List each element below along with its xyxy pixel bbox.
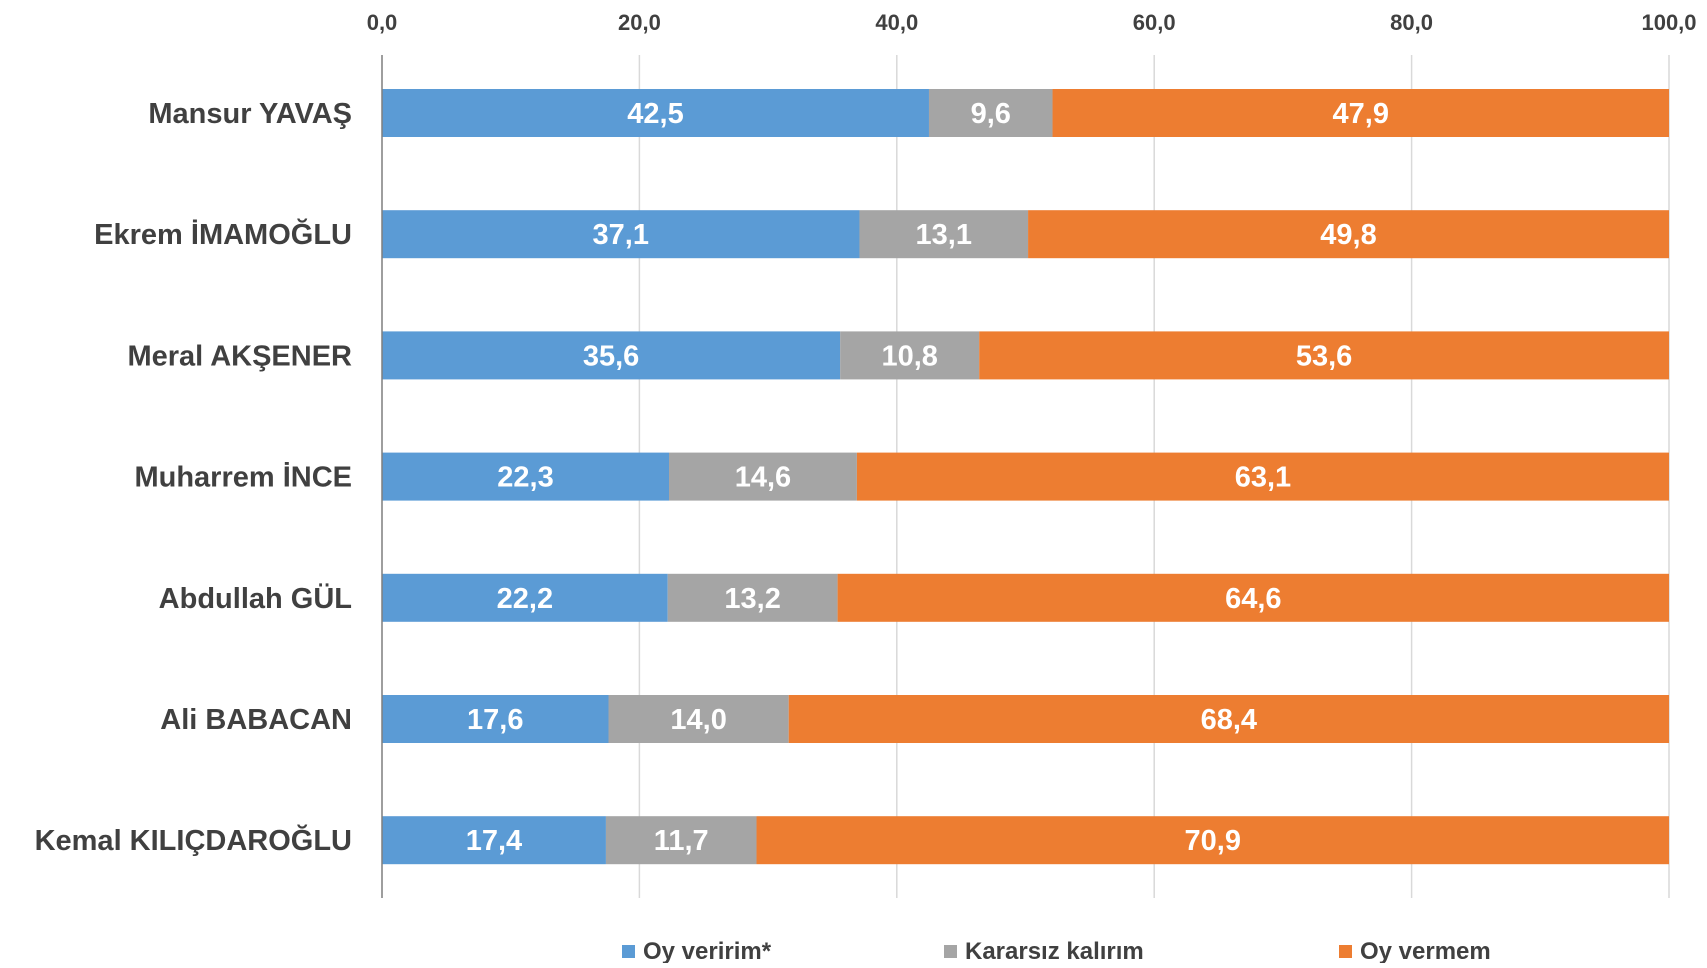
data-label: 17,4 [466, 825, 522, 857]
data-label: 35,6 [583, 340, 639, 372]
category-label: Ekrem İMAMOĞLU [94, 217, 352, 251]
data-label: 22,2 [497, 583, 553, 615]
bars-layer: 42,5 9,6 47,9 37,1 13,1 49,8 35,6 10,8 53,6 22,3 1… [382, 89, 1669, 864]
data-label: 11,7 [654, 825, 709, 857]
data-label: 14,0 [670, 704, 726, 736]
category-labels: Mansur YAVAŞ Ekrem İMAMOĞLU Meral AKŞENER M… [35, 98, 352, 857]
legend-label: Oy veririm* [643, 938, 772, 963]
x-tick-label: 20,0 [618, 10, 661, 35]
category-label: Kemal KILIÇDAROĞLU [35, 823, 352, 857]
data-label: 13,1 [916, 219, 972, 251]
data-label: 49,8 [1320, 219, 1376, 251]
x-tick-label: 100,0 [1641, 10, 1696, 35]
data-label: 10,8 [881, 340, 937, 372]
data-label: 17,6 [467, 704, 523, 736]
legend-label: Oy vermem [1360, 938, 1491, 963]
legend-swatch [1339, 945, 1352, 958]
data-label: 14,6 [735, 462, 791, 494]
category-label: Abdullah GÜL [159, 582, 352, 615]
legend-swatch [622, 945, 635, 958]
data-label: 9,6 [971, 98, 1011, 130]
legend-label: Kararsız kalırım [965, 938, 1144, 963]
category-label: Meral AKŞENER [127, 340, 352, 372]
legend-swatch [944, 945, 957, 958]
data-label: 37,1 [593, 219, 649, 251]
data-label: 22,3 [497, 462, 553, 494]
data-label: 53,6 [1296, 340, 1352, 372]
x-tick-labels: 0,0 20,0 40,0 60,0 80,0 100,0 [367, 10, 1697, 35]
legend: Oy veririm* Kararsız kalırım Oy vermem [622, 938, 1491, 963]
data-label: 64,6 [1225, 583, 1281, 615]
data-label: 70,9 [1185, 825, 1241, 857]
data-label: 42,5 [627, 98, 683, 130]
category-label: Muharrem İNCE [134, 462, 352, 494]
data-label: 63,1 [1235, 462, 1291, 494]
x-tick-label: 60,0 [1133, 10, 1176, 35]
x-tick-label: 0,0 [367, 10, 398, 35]
data-label: 13,2 [724, 583, 780, 615]
x-tick-label: 80,0 [1390, 10, 1433, 35]
category-label: Mansur YAVAŞ [148, 98, 352, 130]
data-label: 68,4 [1201, 704, 1257, 736]
data-label: 47,9 [1333, 98, 1389, 130]
x-tick-label: 40,0 [875, 10, 918, 35]
category-label: Ali BABACAN [160, 704, 352, 736]
